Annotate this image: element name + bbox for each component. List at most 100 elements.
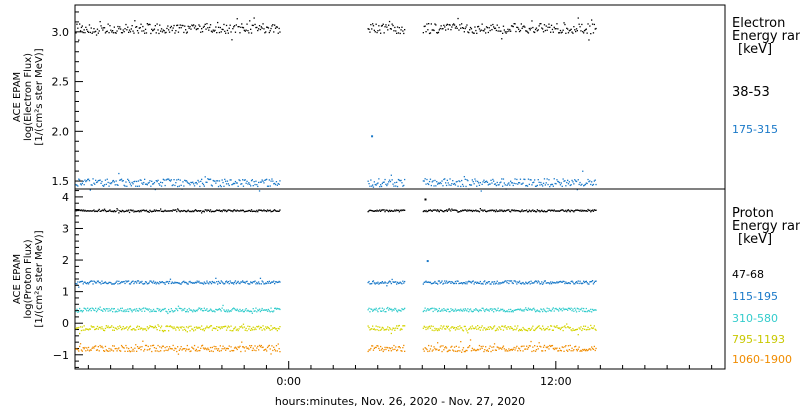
data-point xyxy=(242,281,245,283)
data-point xyxy=(263,209,265,211)
data-point xyxy=(182,210,184,212)
data-point xyxy=(432,310,434,313)
data-point xyxy=(583,307,585,310)
data-point xyxy=(558,327,561,329)
data-point xyxy=(465,328,467,330)
data-point xyxy=(266,346,269,349)
data-point xyxy=(517,350,519,352)
data-point xyxy=(483,327,485,329)
data-point xyxy=(129,31,132,33)
data-point xyxy=(551,344,554,347)
data-point xyxy=(145,344,148,347)
data-point xyxy=(217,348,220,350)
data-point xyxy=(423,325,425,327)
data-point xyxy=(143,328,145,330)
data-point xyxy=(542,310,544,313)
data-point xyxy=(533,210,535,212)
data-point xyxy=(447,28,449,30)
data-point xyxy=(569,308,571,311)
data-point xyxy=(242,209,244,211)
data-point xyxy=(424,347,426,349)
data-point xyxy=(376,209,378,211)
data-point xyxy=(183,209,185,212)
data-point xyxy=(492,281,494,283)
data-point xyxy=(144,183,147,185)
data-point xyxy=(262,180,264,182)
data-point xyxy=(151,180,153,182)
data-point xyxy=(227,325,229,327)
data-point xyxy=(115,327,117,329)
data-point xyxy=(177,282,179,284)
data-point xyxy=(76,23,78,25)
data-point xyxy=(381,347,383,350)
data-point xyxy=(546,347,548,349)
data-point xyxy=(504,325,506,327)
data-point xyxy=(193,185,196,187)
data-point xyxy=(237,309,239,312)
data-point xyxy=(481,325,483,327)
data-point xyxy=(575,209,578,211)
data-point xyxy=(137,280,140,282)
data-point xyxy=(76,348,78,350)
data-point xyxy=(475,180,477,182)
data-point xyxy=(94,31,96,33)
data-point xyxy=(144,307,147,309)
data-point xyxy=(451,309,453,312)
data-point xyxy=(466,24,468,26)
data-point xyxy=(112,350,115,352)
data-point xyxy=(391,23,393,25)
data-point xyxy=(577,348,579,350)
data-point xyxy=(156,307,158,310)
data-point xyxy=(464,27,466,30)
data-point xyxy=(425,31,427,33)
data-point xyxy=(154,188,156,191)
data-point xyxy=(228,345,230,347)
data-point xyxy=(215,346,217,348)
data-point xyxy=(554,308,556,310)
data-point xyxy=(78,326,80,329)
data-point xyxy=(241,281,243,283)
data-point xyxy=(526,31,529,33)
data-point xyxy=(429,327,432,329)
data-point xyxy=(224,210,226,212)
data-point xyxy=(249,310,251,313)
data-point xyxy=(97,328,99,330)
data-point xyxy=(399,209,401,211)
data-point xyxy=(593,180,595,182)
data-point xyxy=(95,179,97,181)
data-point xyxy=(179,348,181,350)
data-point xyxy=(594,309,596,311)
data-point xyxy=(450,282,452,284)
data-point xyxy=(594,179,596,181)
data-point xyxy=(225,310,227,313)
data-point xyxy=(529,283,531,285)
data-point xyxy=(182,24,184,27)
data-point xyxy=(379,209,381,211)
data-point xyxy=(448,311,450,313)
data-point xyxy=(545,25,547,27)
data-point xyxy=(401,283,403,285)
data-point xyxy=(578,23,580,25)
data-point xyxy=(220,210,222,212)
data-point xyxy=(138,325,140,328)
data-point xyxy=(257,309,259,311)
data-point xyxy=(92,178,94,180)
data-point xyxy=(593,345,595,348)
data-point xyxy=(546,210,548,213)
data-point xyxy=(178,27,180,29)
data-point xyxy=(140,327,142,329)
data-point xyxy=(127,210,129,212)
data-point xyxy=(104,32,107,34)
data-point xyxy=(98,30,100,32)
data-point xyxy=(570,350,572,352)
data-point xyxy=(272,210,274,212)
data-point xyxy=(176,24,178,27)
data-point xyxy=(212,179,214,182)
data-point xyxy=(189,184,191,186)
data-point xyxy=(569,282,571,285)
data-point xyxy=(492,308,494,310)
data-point xyxy=(130,309,132,311)
data-point xyxy=(80,209,83,211)
data-point xyxy=(268,327,270,330)
data-point xyxy=(193,282,196,284)
